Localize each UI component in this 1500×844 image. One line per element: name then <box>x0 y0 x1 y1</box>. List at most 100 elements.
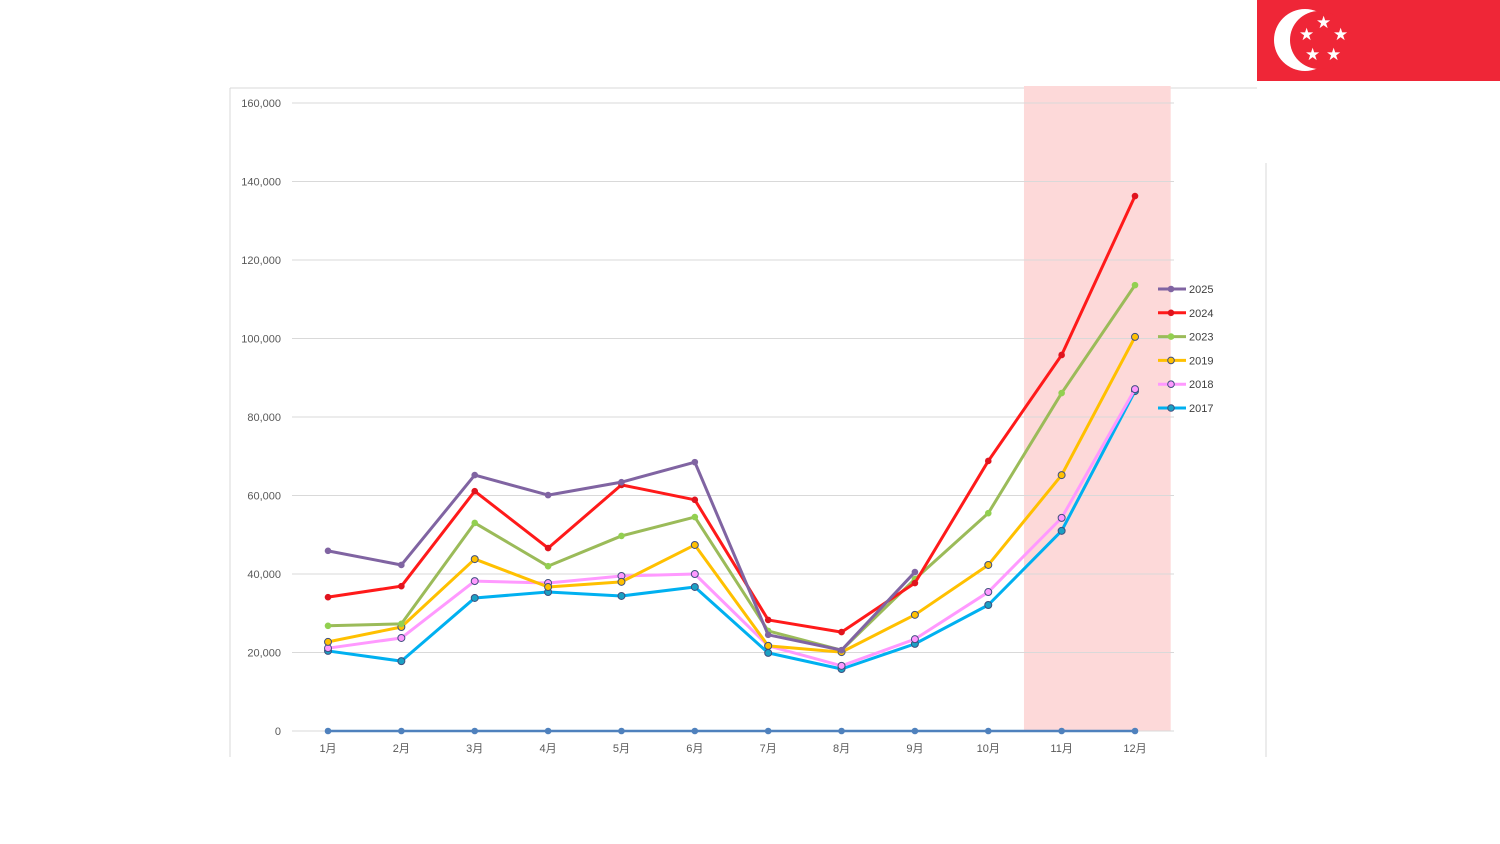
series-2019 <box>324 332 1139 657</box>
data-point <box>617 577 626 586</box>
data-point <box>618 532 625 540</box>
data-point <box>618 727 625 735</box>
x-tick-label: 10月 <box>977 743 1000 755</box>
y-tick-label: 20,000 <box>247 648 281 660</box>
data-point <box>544 491 552 499</box>
data-point <box>544 582 553 591</box>
data-point <box>324 593 332 601</box>
svg-text:★: ★ <box>1299 25 1314 45</box>
data-point <box>324 547 332 555</box>
series-line <box>327 388 1137 668</box>
data-point <box>470 555 479 564</box>
y-tick-label: 120,000 <box>241 255 281 267</box>
data-point <box>544 544 552 552</box>
svg-text:★: ★ <box>1333 25 1348 45</box>
y-tick-label: 60,000 <box>247 491 281 503</box>
legend-marker <box>1167 380 1175 389</box>
data-point <box>618 478 625 486</box>
legend-label: 2018 <box>1189 379 1213 391</box>
data-point <box>984 457 992 465</box>
series-line <box>327 460 917 652</box>
data-point <box>764 641 773 650</box>
legend-item-2024: 2024 <box>1158 308 1213 320</box>
data-point <box>617 591 626 600</box>
data-point <box>470 577 479 586</box>
series-line <box>327 390 1137 671</box>
y-tick-label: 140,000 <box>241 177 281 189</box>
data-point <box>1058 351 1065 359</box>
data-point <box>764 631 772 639</box>
svg-text:★: ★ <box>1305 45 1320 65</box>
legend-item-2025: 2025 <box>1158 284 1213 296</box>
data-point <box>471 519 479 527</box>
legend-item-2018: 2018 <box>1158 379 1213 391</box>
x-tick-label: 12月 <box>1123 743 1146 755</box>
legend-marker <box>1167 285 1175 293</box>
series-line <box>327 336 1137 654</box>
y-tick-label: 100,000 <box>241 334 281 346</box>
data-point <box>910 610 919 619</box>
data-point <box>984 727 992 735</box>
data-point <box>398 727 405 735</box>
data-point <box>690 540 699 549</box>
data-point <box>1131 332 1139 341</box>
data-point <box>838 628 845 636</box>
data-point <box>984 509 992 517</box>
data-point <box>398 561 405 569</box>
legend-label: 2023 <box>1189 332 1213 344</box>
x-tick-label: 7月 <box>760 743 777 755</box>
legend-item-2023: 2023 <box>1158 332 1213 344</box>
series-line <box>327 195 1137 634</box>
data-point <box>691 496 699 504</box>
legend-marker <box>1167 309 1175 317</box>
data-point <box>984 560 993 569</box>
svg-text:★: ★ <box>1316 13 1331 33</box>
data-point <box>544 562 552 570</box>
data-point <box>398 582 405 590</box>
x-tick-label: 8月 <box>833 743 850 755</box>
series-2024 <box>324 192 1139 636</box>
x-tick-label: 6月 <box>686 743 703 755</box>
x-tick-label: 2月 <box>393 743 410 755</box>
svg-text:★: ★ <box>1326 45 1341 65</box>
data-point <box>1057 471 1066 480</box>
data-point <box>1058 727 1065 735</box>
data-point <box>1131 192 1139 200</box>
data-point <box>691 458 699 466</box>
data-point <box>764 648 773 657</box>
data-point <box>691 513 699 521</box>
data-point <box>471 471 479 479</box>
data-point <box>764 616 772 624</box>
data-point <box>1131 385 1139 394</box>
singapore-flag: ★ ★ ★ ★ ★ <box>1257 0 1500 81</box>
series-baseline <box>324 727 1139 735</box>
data-point <box>911 568 919 576</box>
series-2025 <box>324 458 919 654</box>
legend-item-2019: 2019 <box>1158 355 1213 367</box>
legend-marker <box>1167 333 1175 340</box>
data-point <box>764 727 772 735</box>
y-tick-label: 0 <box>275 726 281 738</box>
data-point <box>910 635 919 644</box>
legend-marker <box>1167 356 1175 365</box>
data-point <box>1131 281 1139 289</box>
data-point <box>837 661 846 670</box>
legend-label: 2019 <box>1189 355 1213 367</box>
legend-label: 2017 <box>1189 403 1213 415</box>
data-point <box>984 601 993 610</box>
legend-marker <box>1167 404 1175 412</box>
x-tick-label: 4月 <box>540 743 557 755</box>
data-point <box>397 633 406 642</box>
y-tick-label: 80,000 <box>247 412 281 424</box>
x-tick-label: 1月 <box>319 743 336 755</box>
data-point <box>470 593 479 602</box>
data-point <box>324 727 332 735</box>
data-point <box>838 646 845 654</box>
data-point <box>838 727 845 735</box>
x-tick-label: 5月 <box>613 743 630 755</box>
series-line <box>327 284 1137 652</box>
x-tick-label: 9月 <box>906 743 923 755</box>
data-point <box>471 487 479 495</box>
data-point <box>1058 389 1065 397</box>
